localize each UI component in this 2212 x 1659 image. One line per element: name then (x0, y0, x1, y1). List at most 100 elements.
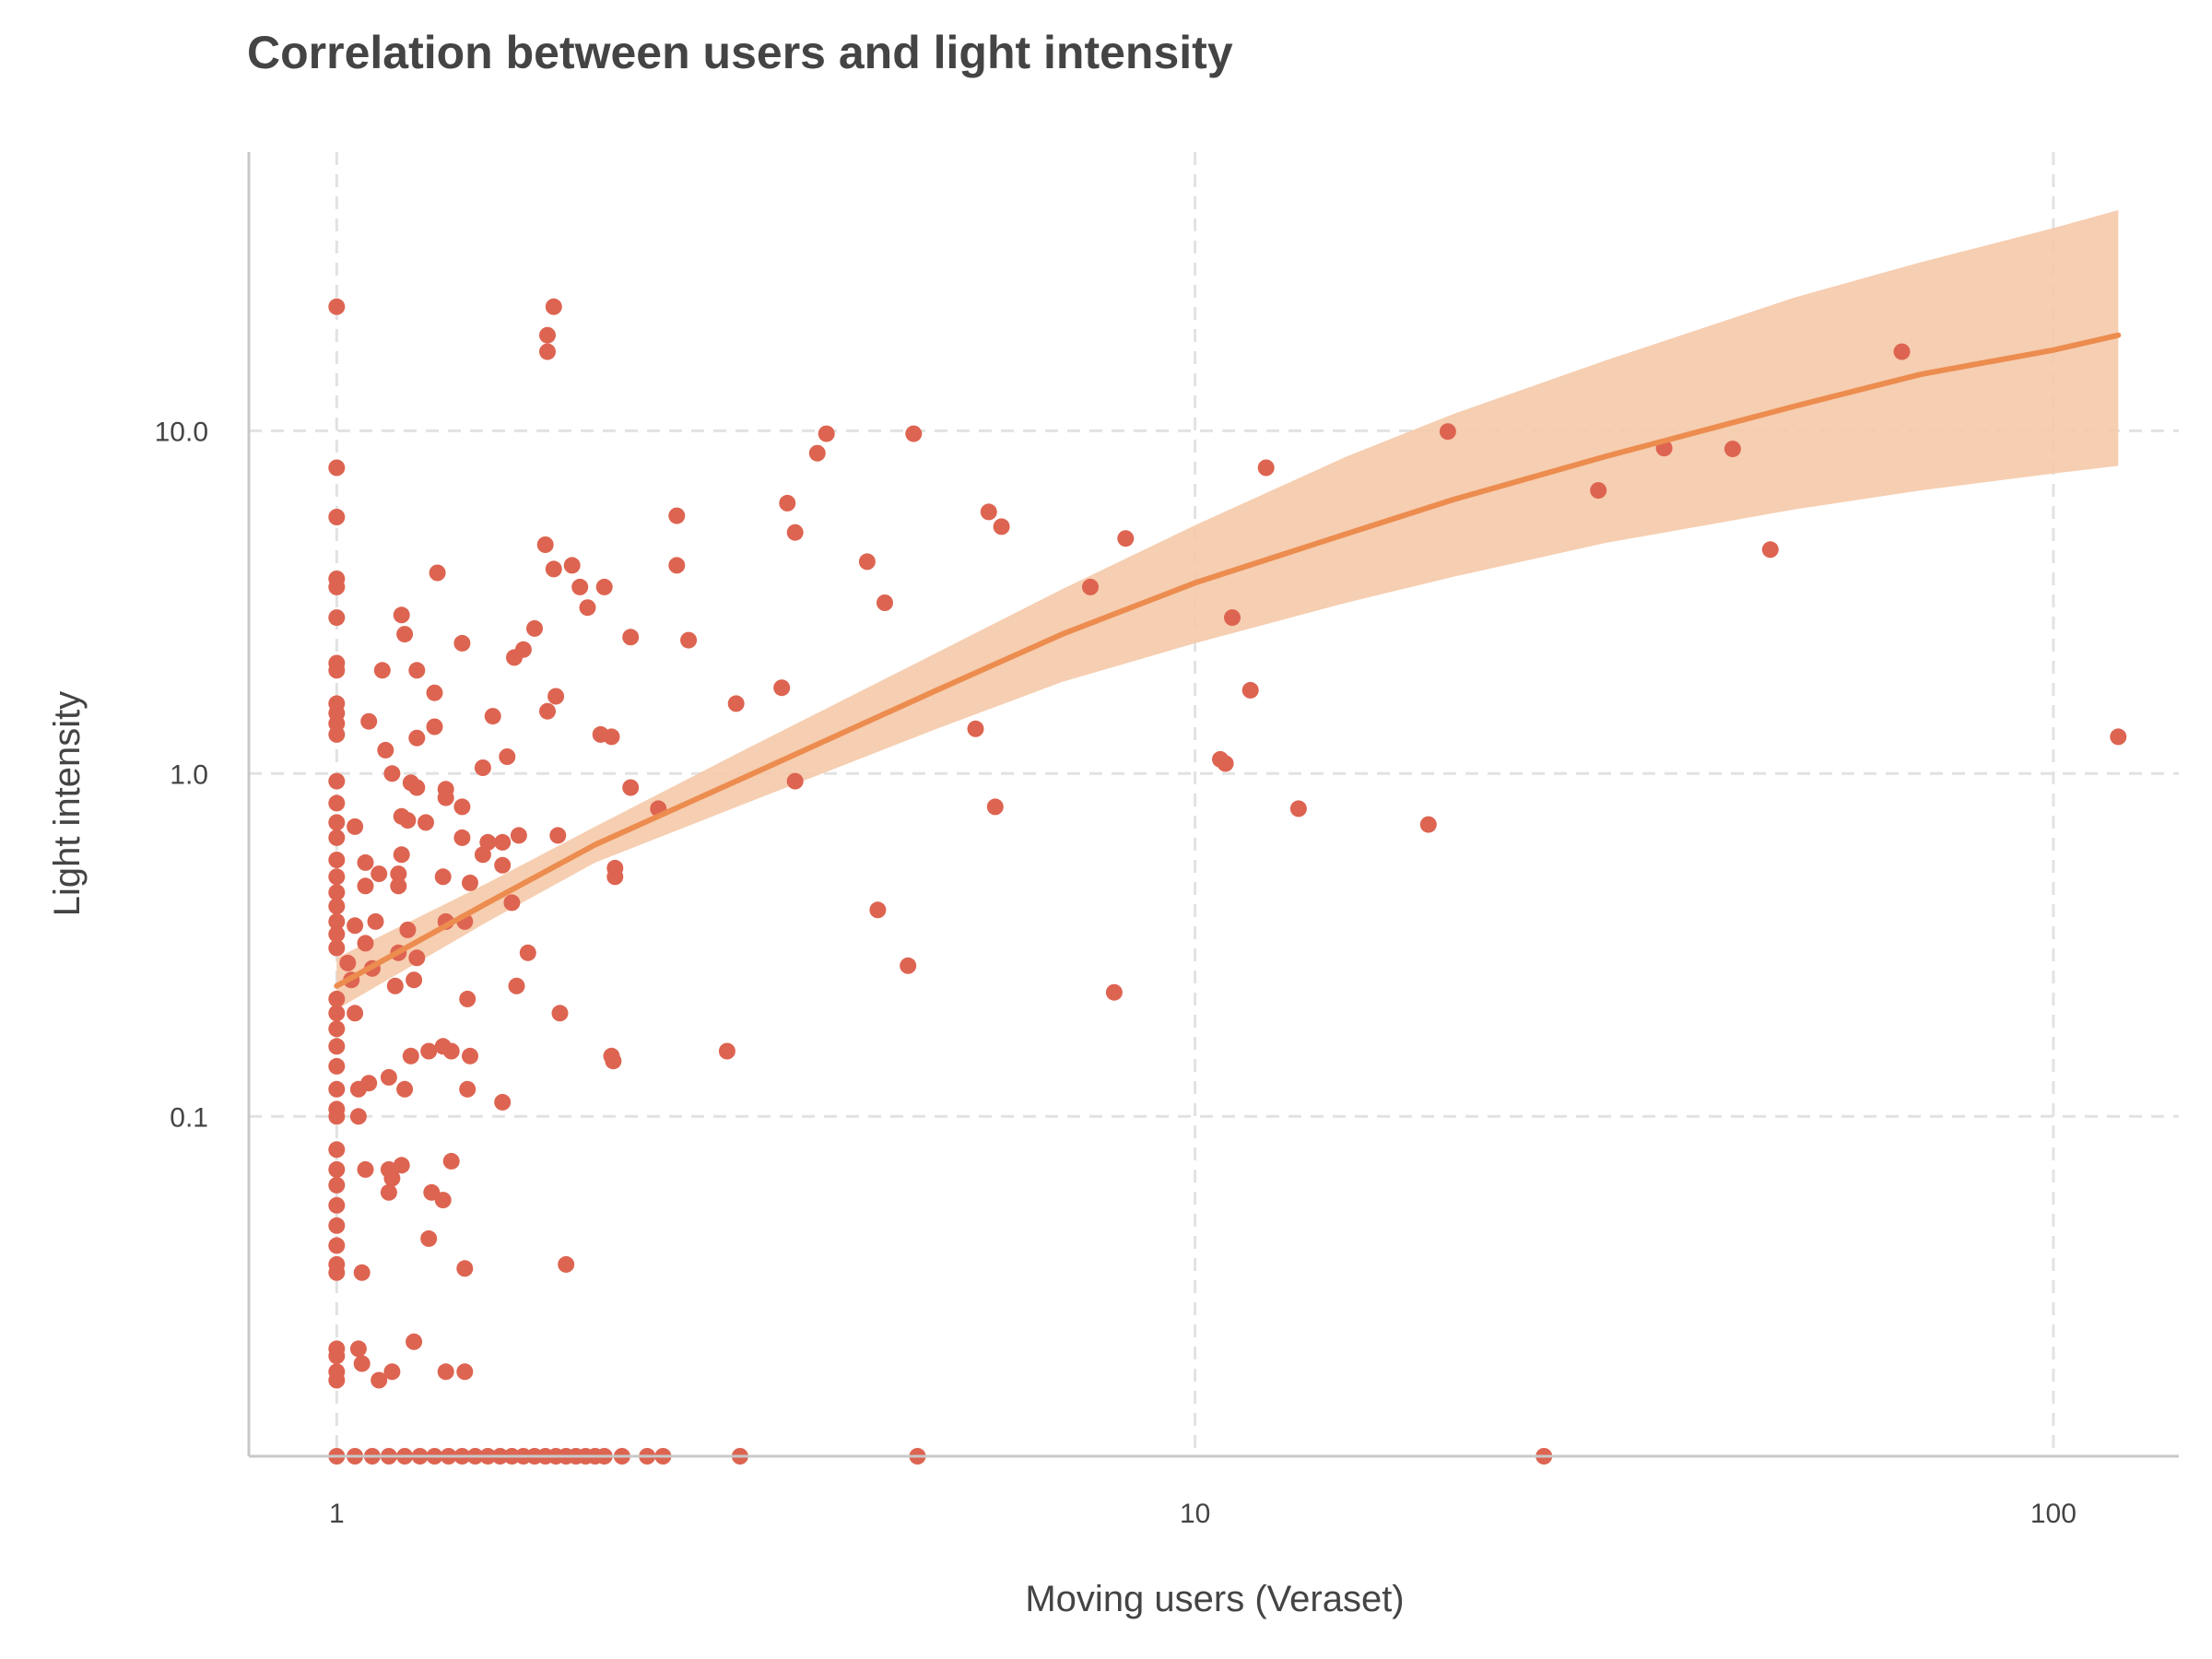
fit-line-layer (334, 332, 2122, 989)
data-point (347, 818, 364, 835)
data-point (547, 688, 565, 705)
data-point (459, 1080, 477, 1098)
data-point (367, 912, 384, 930)
y-axis-label: Light intensity (47, 691, 88, 917)
data-point (406, 1333, 423, 1350)
data-point (328, 1371, 346, 1389)
data-point (967, 720, 984, 737)
data-point (426, 718, 443, 735)
data-point (328, 1160, 346, 1178)
data-point (328, 1080, 346, 1098)
data-point (339, 954, 357, 971)
data-point (328, 298, 346, 315)
data-point (420, 1042, 438, 1060)
data-point (383, 1170, 401, 1187)
data-point (328, 884, 346, 901)
data-point (579, 599, 596, 617)
scatter-points (328, 298, 2127, 1465)
data-point (328, 829, 346, 846)
data-point (539, 343, 556, 360)
data-point (420, 1230, 438, 1247)
y-tick-label: 0.1 (170, 1102, 208, 1133)
data-point (328, 814, 346, 831)
data-point (328, 609, 346, 627)
data-point (456, 1260, 474, 1277)
data-point (514, 641, 532, 658)
data-point (380, 1183, 397, 1201)
data-point (499, 748, 516, 765)
data-point (406, 971, 423, 989)
data-point (456, 1363, 474, 1381)
data-point (858, 553, 876, 571)
data-point (727, 695, 745, 712)
data-point (328, 725, 346, 743)
data-point (494, 856, 512, 874)
data-point (328, 1005, 346, 1022)
data-point (680, 631, 698, 649)
data-point (1117, 530, 1135, 547)
data-point (545, 560, 562, 578)
data-point (605, 1053, 622, 1070)
data-point (383, 1363, 401, 1381)
data-point (808, 444, 826, 462)
y-tick-label: 1.0 (170, 759, 208, 790)
chart-title: Correlation between users and light inte… (247, 27, 1233, 78)
data-point (1257, 459, 1275, 477)
tick-labels: 1 10 100 0.1 1.0 10.0 (155, 417, 2077, 1529)
data-point (786, 524, 804, 541)
data-point (357, 935, 374, 952)
data-point (328, 1347, 346, 1365)
data-point (773, 679, 791, 697)
data-point (347, 917, 364, 935)
data-point (786, 772, 804, 790)
data-point (453, 798, 471, 816)
data-point (371, 865, 388, 883)
data-point (328, 1217, 346, 1234)
data-point (606, 868, 624, 886)
data-point (429, 564, 446, 582)
data-point (347, 1005, 364, 1022)
data-point (526, 619, 543, 637)
data-point (328, 1038, 346, 1055)
data-point (571, 578, 589, 595)
data-point (536, 536, 554, 553)
data-point (508, 977, 525, 994)
data-point (360, 1075, 378, 1092)
y-tick-label: 10.0 (155, 417, 208, 447)
axes (247, 152, 2179, 1458)
data-point (1419, 816, 1437, 833)
data-point (453, 634, 471, 652)
data-point (396, 626, 414, 643)
data-point (1893, 343, 1911, 360)
data-point (426, 684, 443, 701)
data-point (328, 1237, 346, 1254)
data-point (668, 557, 686, 574)
data-point (1590, 482, 1607, 500)
data-point (357, 1160, 374, 1178)
data-point (399, 921, 417, 938)
data-point (383, 765, 401, 782)
data-point (328, 1196, 346, 1214)
data-point (328, 1264, 346, 1281)
data-point (494, 1093, 512, 1111)
data-point (563, 557, 581, 574)
data-point (474, 759, 491, 776)
data-point (386, 977, 404, 994)
data-point (328, 509, 346, 525)
fit-line (334, 332, 2122, 989)
data-point (519, 944, 536, 961)
data-point (328, 794, 346, 812)
data-point (980, 503, 997, 521)
data-point (510, 827, 527, 844)
data-point (1724, 441, 1741, 458)
data-point (1439, 423, 1456, 441)
data-point (328, 925, 346, 943)
x-tick-label: 10 (1180, 1499, 1210, 1529)
data-point (1241, 681, 1259, 699)
data-point (595, 578, 613, 595)
data-point (357, 853, 374, 871)
data-point (353, 1355, 371, 1372)
data-point (503, 894, 521, 912)
data-point (357, 877, 374, 895)
